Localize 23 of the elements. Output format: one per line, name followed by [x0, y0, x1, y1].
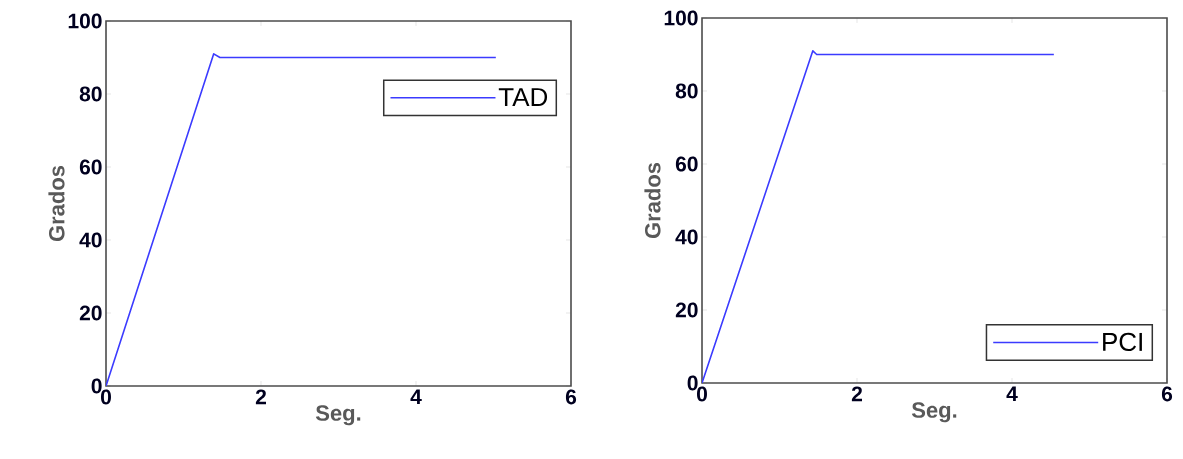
x-tick-label: 4	[410, 389, 422, 404]
x-tick-label: 4	[1006, 386, 1018, 401]
y-tick-label: 40	[675, 229, 698, 245]
x-tick-label: 2	[851, 386, 862, 402]
y-tick-label: 100	[664, 10, 698, 26]
y-tick-label: 20	[675, 302, 698, 318]
y-tick-label: 40	[79, 232, 102, 248]
y-axis-title: Grados	[48, 165, 65, 242]
y-tick-label: 80	[79, 86, 102, 102]
legend-label: PCI	[1103, 332, 1142, 352]
y-axis-title: Grados	[644, 162, 661, 239]
x-axis-title: Seg.	[911, 402, 957, 423]
y-tick-label: 0	[687, 375, 698, 391]
x-tick-label: 2	[255, 389, 266, 405]
x-axis-title: Seg.	[315, 405, 361, 426]
x-tick-label: 6	[1161, 386, 1173, 402]
y-tick-label: 60	[79, 159, 102, 175]
y-tick-label: 60	[675, 156, 698, 172]
y-tick-label: 20	[79, 305, 102, 321]
x-tick-label: 6	[565, 389, 577, 405]
y-tick-label: 100	[68, 13, 102, 29]
y-tick-label: 80	[675, 83, 698, 99]
legend-label: TAD	[498, 88, 548, 107]
